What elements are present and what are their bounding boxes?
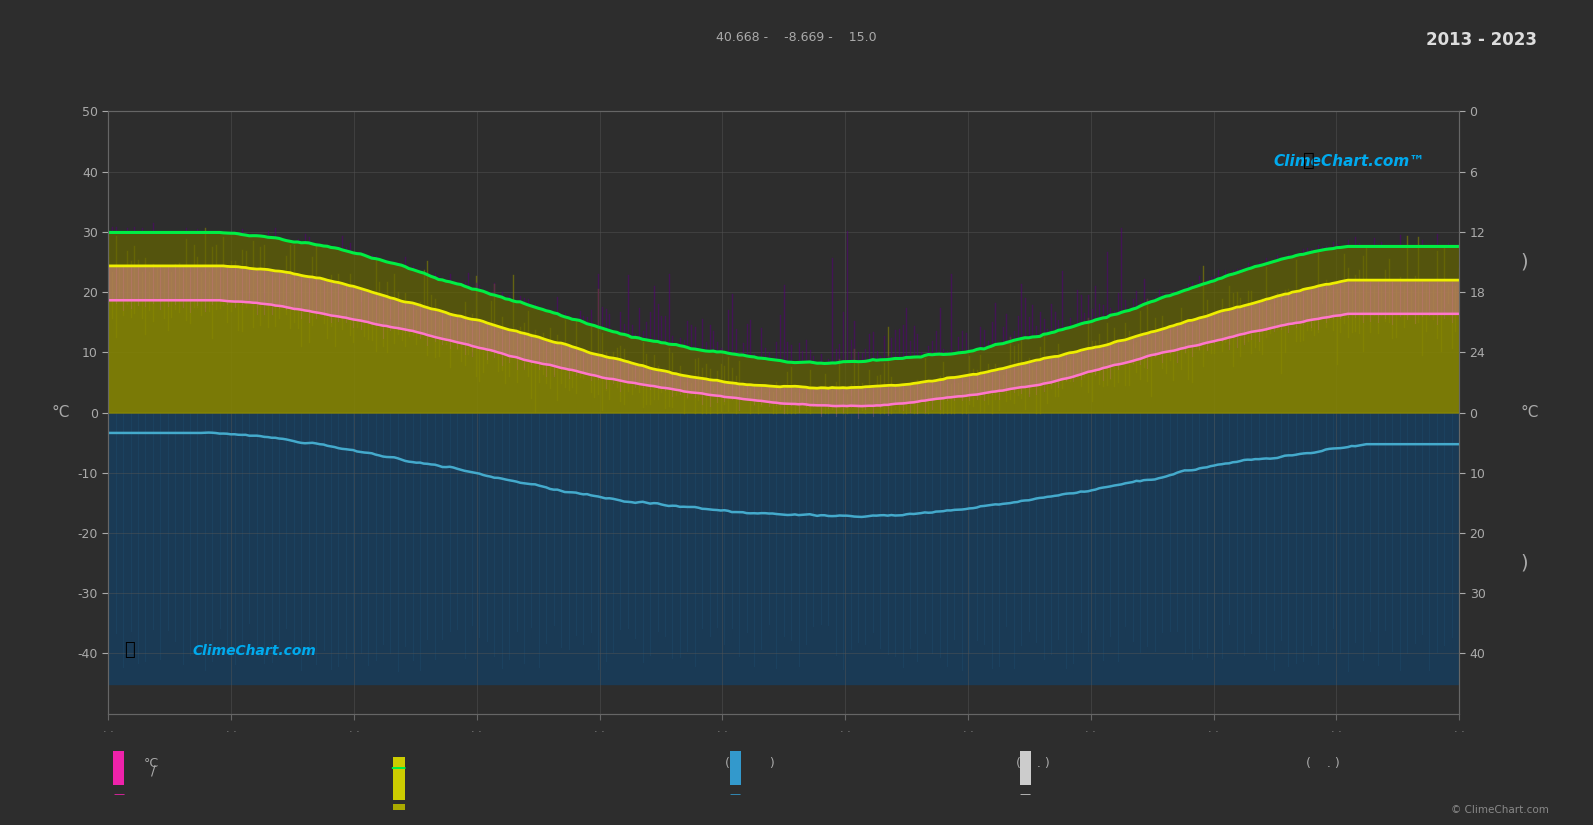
Text: ): ) xyxy=(1520,554,1528,573)
Text: (    . ): ( . ) xyxy=(1016,757,1050,770)
Text: (          ): ( ) xyxy=(725,757,774,770)
Text: —: — xyxy=(1020,789,1031,799)
Text: 40.668 -    -8.669 -    15.0: 40.668 - -8.669 - 15.0 xyxy=(717,31,876,45)
Text: 2013 - 2023: 2013 - 2023 xyxy=(1426,31,1537,50)
Text: °C: °C xyxy=(51,405,70,420)
Text: 🌍: 🌍 xyxy=(1303,150,1314,169)
Text: ClimeChart.com™: ClimeChart.com™ xyxy=(1274,153,1426,168)
Text: —: — xyxy=(390,760,406,775)
Text: ClimeChart.com: ClimeChart.com xyxy=(193,644,315,658)
Text: °C: °C xyxy=(143,757,158,770)
Text: —: — xyxy=(113,789,124,799)
Text: © ClimeChart.com: © ClimeChart.com xyxy=(1451,805,1548,815)
Text: °C: °C xyxy=(1520,405,1539,420)
Text: /: / xyxy=(151,764,156,777)
Text: —: — xyxy=(730,789,741,799)
Text: 🌍: 🌍 xyxy=(124,641,135,659)
Text: (    . ): ( . ) xyxy=(1306,757,1340,770)
Text: ): ) xyxy=(1520,252,1528,271)
